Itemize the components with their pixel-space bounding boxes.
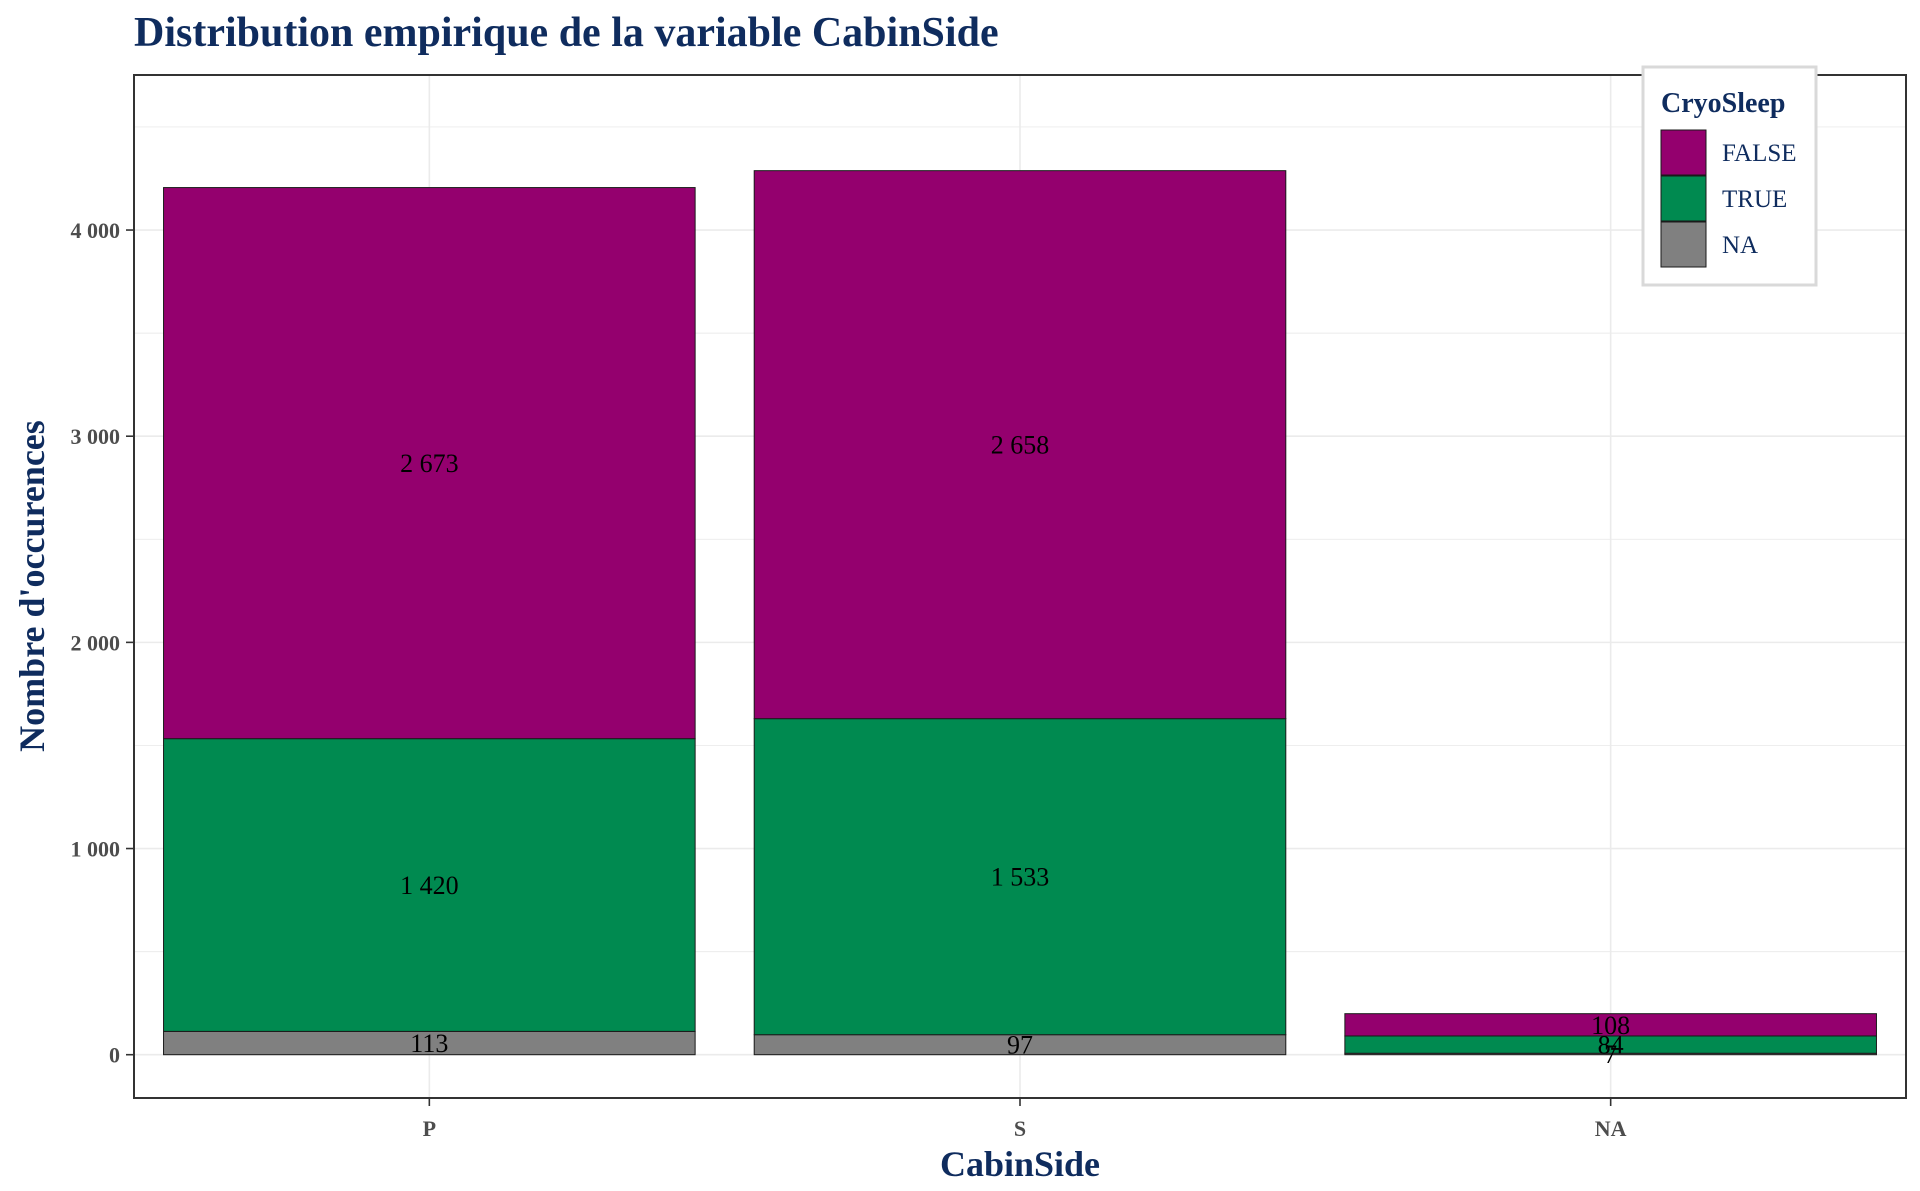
data-label-s-false: 2 658 — [991, 431, 1050, 460]
legend-label-false: FALSE — [1722, 140, 1797, 167]
legend-swatch-false — [1660, 129, 1707, 176]
bar-s-true — [753, 718, 1287, 1036]
data-label-na-na: 7 — [1604, 1040, 1617, 1069]
legend-label-true: TRUE — [1722, 186, 1787, 213]
chart-title: Distribution empirique de la variable Ca… — [134, 10, 999, 56]
bar-na-false — [1344, 1013, 1877, 1037]
x-axis-title: CabinSide — [940, 1144, 1100, 1184]
data-label-layer: 113 97 7 1 420 1 533 84 2 673 2 658 108 — [400, 431, 1630, 1069]
legend-entries: FALSE TRUE NA — [1660, 129, 1797, 268]
data-label-p-true: 1 420 — [400, 871, 459, 900]
x-tick-label-na: NA — [1595, 1116, 1627, 1141]
bar-layer — [163, 170, 1877, 1056]
data-label-p-na: 113 — [410, 1029, 448, 1058]
y-tick-label: 0 — [109, 1043, 120, 1068]
legend-swatch-true — [1660, 175, 1707, 222]
data-label-s-true: 1 533 — [991, 863, 1050, 892]
data-label-p-false: 2 673 — [400, 449, 459, 478]
x-tick-label-p: P — [423, 1116, 436, 1141]
y-axis-title: Nombre d'occurences — [12, 420, 52, 752]
x-tick-label-s: S — [1014, 1116, 1026, 1141]
bar-p-false — [163, 187, 696, 740]
y-tick-label: 3 000 — [71, 424, 121, 449]
data-label-na-true: 84 — [1598, 1031, 1624, 1060]
legend-title: CryoSleep — [1661, 88, 1785, 119]
y-tick-label: 2 000 — [71, 630, 121, 655]
data-label-na-false: 108 — [1591, 1011, 1630, 1040]
legend-label-na: NA — [1722, 232, 1758, 259]
y-tick-label: 1 000 — [71, 837, 121, 862]
y-axis-ticks: 0 1 000 2 000 3 000 4 000 — [71, 218, 134, 1068]
bar-s-false — [753, 170, 1287, 720]
legend-swatch-na — [1660, 221, 1707, 268]
legend: CryoSleep FALSE TRUE NA — [1641, 65, 1818, 287]
data-label-s-na: 97 — [1007, 1031, 1033, 1060]
y-tick-label: 4 000 — [71, 218, 121, 243]
x-axis-ticks: P S NA — [423, 1098, 1627, 1141]
